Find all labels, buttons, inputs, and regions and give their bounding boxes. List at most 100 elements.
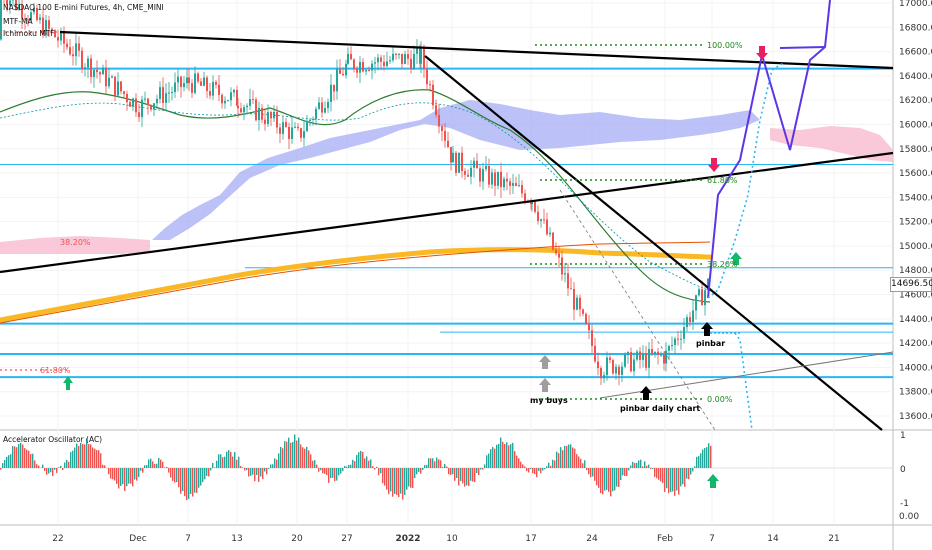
candle-body: [156, 98, 158, 104]
candle-body: [57, 37, 59, 41]
osc-bar: [46, 468, 48, 475]
osc-bar: [582, 463, 584, 468]
osc-bar: [624, 468, 626, 476]
osc-bar: [78, 445, 80, 468]
symbol-title[interactable]: NASDAQ 100 E-mini Futures, 4h, CME_MINI: [3, 3, 164, 12]
osc-bar: [508, 445, 510, 468]
annotation-fib-100: 100.00%: [707, 41, 743, 50]
indicator-mtf-ma[interactable]: MTF-MA: [3, 17, 33, 26]
candle-body: [701, 289, 703, 306]
osc-bar: [628, 468, 630, 471]
candle-body: [279, 127, 281, 134]
annotation-fib-618: 61.80%: [707, 176, 738, 185]
candle-body: [561, 257, 563, 275]
osc-bar: [488, 453, 490, 468]
osc-bar: [34, 460, 36, 468]
candle-body: [21, 4, 23, 19]
candle-body: [615, 366, 617, 374]
osc-bar: [388, 468, 390, 495]
candle-body: [591, 330, 593, 346]
osc-bar: [324, 468, 326, 474]
osc-bar: [608, 468, 610, 492]
osc-bar: [350, 464, 352, 468]
candle-body: [303, 131, 305, 138]
osc-value-readout: 0.00: [899, 512, 919, 522]
candle-body: [252, 99, 254, 101]
osc-bar: [526, 468, 528, 472]
candle-body: [300, 128, 302, 138]
osc-bar: [492, 447, 494, 468]
candle-body: [117, 81, 119, 96]
oscillator-title[interactable]: Accelerator Oscillator (AC): [3, 435, 103, 444]
candle-body: [186, 77, 188, 84]
osc-bar: [26, 449, 28, 468]
osc-bar: [24, 448, 26, 468]
osc-bar: [30, 454, 32, 468]
osc-bar: [474, 468, 476, 483]
candle-body: [75, 43, 77, 57]
osc-bar: [652, 468, 654, 469]
osc-bar: [128, 468, 130, 484]
osc-tick-neg1: -1: [900, 499, 909, 509]
candle-body: [27, 19, 29, 21]
osc-bar: [72, 450, 74, 468]
candle-body: [233, 89, 235, 93]
annotation-my-buys: my buys: [530, 396, 568, 405]
candle-body: [188, 77, 190, 84]
candle-body: [588, 323, 590, 331]
candle-body: [695, 295, 697, 311]
candle-body: [206, 77, 208, 92]
osc-bar: [14, 446, 16, 468]
candle-body: [618, 366, 620, 375]
candle-body: [200, 81, 202, 86]
osc-bar: [178, 468, 180, 488]
price-pane[interactable]: [0, 0, 893, 430]
annotation-pinbar-daily: pinbar daily chart: [620, 404, 700, 413]
candle-body: [479, 168, 481, 182]
osc-bar: [70, 452, 72, 468]
osc-bar: [32, 453, 34, 468]
candle-body: [162, 87, 164, 103]
osc-bar: [542, 468, 544, 471]
trendline-descending: [424, 55, 883, 431]
candle-body: [515, 183, 517, 186]
osc-bar: [562, 450, 564, 468]
osc-bar: [518, 458, 520, 468]
osc-bar: [682, 468, 684, 485]
candle-body: [141, 99, 143, 117]
ichimoku-cloud-bear-right: [770, 126, 893, 162]
osc-bar: [592, 468, 594, 477]
osc-bar: [354, 461, 356, 468]
osc-bar: [240, 465, 242, 468]
oscillator-pane[interactable]: [0, 430, 893, 525]
osc-bar: [242, 467, 244, 468]
osc-bar: [642, 466, 644, 468]
osc-bar: [268, 468, 270, 469]
candle-body: [683, 327, 685, 339]
candle-body: [261, 108, 263, 120]
osc-bar: [48, 468, 50, 474]
time-axis[interactable]: 22 Dec 7 13 20 27 2022 10 17 24 Feb 7 14 21: [52, 534, 839, 544]
osc-bar: [52, 468, 54, 476]
osc-bar: [6, 456, 8, 468]
osc-bar: [574, 448, 576, 468]
osc-bar: [382, 468, 384, 484]
osc-bar: [154, 463, 156, 468]
candle-body: [668, 346, 670, 351]
osc-bar: [480, 468, 482, 470]
indicator-ichimoku[interactable]: Ichimoku MTF: [3, 29, 55, 38]
candle-body: [429, 84, 431, 86]
x-tick-label: 2022: [395, 534, 420, 544]
candle-body: [392, 53, 394, 61]
osc-bar: [292, 441, 294, 468]
osc-bar: [588, 468, 590, 475]
osc-bar: [36, 464, 38, 468]
price-axis[interactable]: 13600.00 13800.00 14000.00 14200.00 14400.00…: [899, 0, 932, 422]
osc-bar: [332, 468, 334, 478]
x-tick-label: 7: [185, 534, 191, 544]
candle-body: [36, 7, 38, 21]
x-tick-label: 27: [341, 534, 352, 544]
candle-body: [441, 126, 443, 131]
osc-bar: [558, 453, 560, 468]
